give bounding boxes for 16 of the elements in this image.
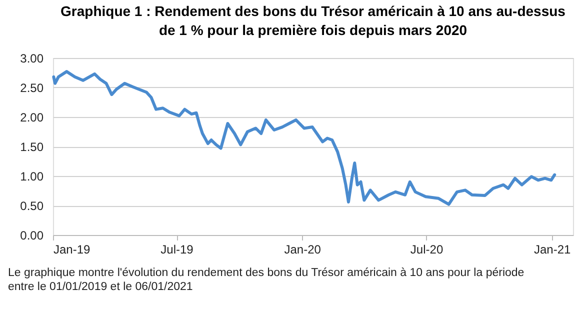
text: Le graphique montre l'évolution du rendement des bons du Trésor américain à 10 ans pour la période entre le 01/01/2019 et le 06/01/2021	[8, 267, 524, 293]
y-tick-label: 2.00	[20, 110, 44, 124]
y-tick-label: 3.00	[20, 52, 44, 66]
x-tick-label: Jan-19	[54, 242, 91, 256]
y-tick-label: 1.00	[20, 170, 44, 184]
text: de 1 % pour la première fois depuis mars 2020	[158, 22, 468, 38]
x-tick-label: Jul-19	[160, 242, 194, 256]
x-tick-label: Jul-20	[410, 242, 444, 256]
y-tick-label: 0.00	[20, 228, 44, 242]
y-tick-label: 2.50	[20, 81, 44, 95]
line-series	[52, 70, 556, 206]
x-tick-label: Jan-20	[284, 242, 322, 256]
y-tick-label: 1.50	[20, 140, 44, 154]
y-tick-label: 0.50	[20, 199, 44, 213]
text: Graphique 1 : Rendement des bons du Trésor américain à 10 ans au-dessus	[60, 3, 566, 19]
x-tick-label: Jan-21	[534, 242, 572, 256]
